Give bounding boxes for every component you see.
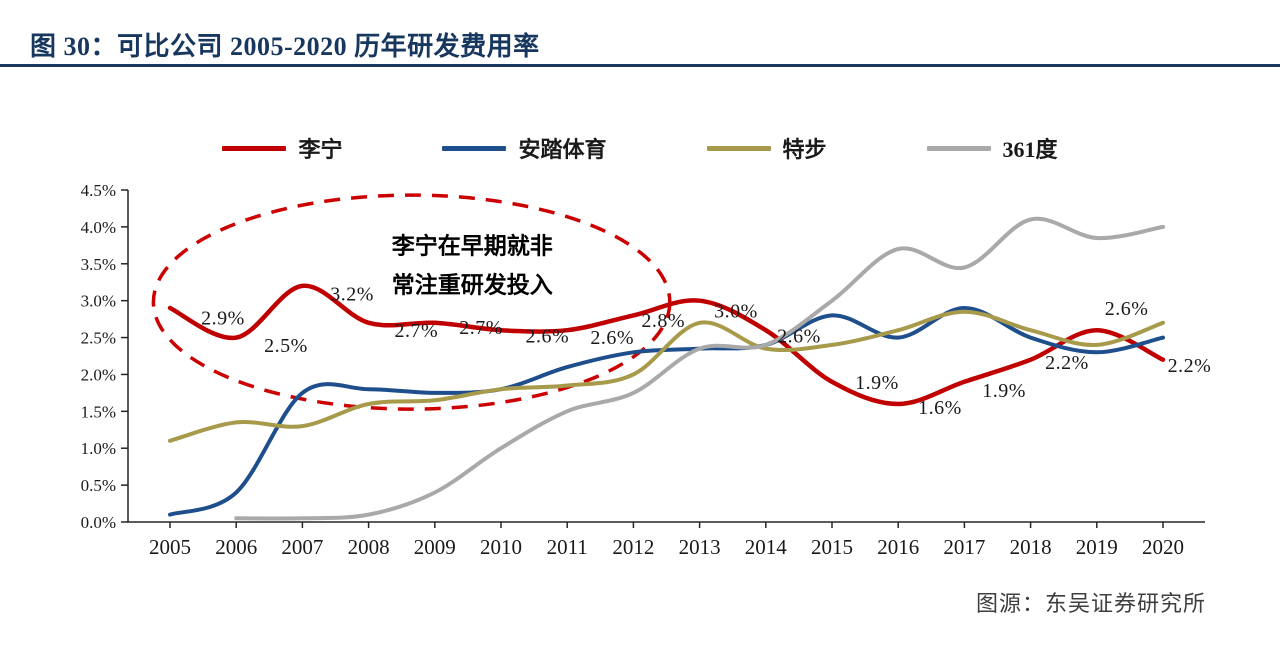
point-label: 2.9%: [201, 308, 245, 330]
point-label: 2.8%: [641, 310, 685, 332]
point-label: 3.2%: [330, 283, 374, 305]
x-tick-label: 2015: [811, 535, 853, 559]
point-label: 2.7%: [394, 320, 438, 342]
point-label: 2.6%: [590, 327, 634, 349]
point-label: 1.6%: [918, 397, 962, 419]
legend-label: 特步: [782, 137, 827, 162]
point-label: 3.0%: [714, 300, 758, 322]
y-tick-label: 1.5%: [81, 402, 116, 421]
y-tick-label: 4.0%: [81, 218, 116, 237]
chart-area: 0.0% 0.5% 1.0% 1.5% 2.0% 2.5% 3.0% 3.5% 4.0% 4.5%…: [0, 170, 1280, 580]
x-tick-label: 2005: [149, 535, 191, 559]
legend-swatch-icon: [706, 145, 771, 151]
y-tick-label: 4.5%: [81, 181, 116, 200]
x-tick-label: 2013: [679, 535, 721, 559]
legend-item: 特步: [706, 132, 827, 164]
x-tick-label: 2016: [877, 535, 919, 559]
y-tick-label: 0.5%: [81, 476, 116, 495]
point-label: 2.6%: [1105, 298, 1149, 320]
x-tick-label: 2019: [1076, 535, 1118, 559]
figure-title: 图 30：可比公司 2005-2020 历年研发费用率: [30, 32, 540, 61]
x-tick-label: 2006: [215, 535, 257, 559]
x-tick-label: 2011: [547, 535, 588, 559]
title-divider: [0, 64, 1280, 67]
point-label: 1.9%: [855, 372, 899, 394]
figure-header: 图 30：可比公司 2005-2020 历年研发费用率: [30, 26, 540, 63]
legend-item: 安踏体育: [442, 132, 607, 164]
point-label: 2.7%: [459, 317, 503, 339]
x-tick-label: 2020: [1142, 535, 1184, 559]
legend-swatch-icon: [222, 145, 287, 151]
x-tick-label: 2007: [281, 535, 323, 559]
y-tick-label: 1.0%: [81, 439, 116, 458]
legend-item: 李宁: [222, 132, 342, 164]
annotation-text: 常注重研发投入: [392, 271, 553, 297]
point-label: 2.5%: [264, 335, 308, 357]
legend-item: 361度: [926, 132, 1058, 164]
legend-label: 安踏体育: [518, 137, 607, 162]
x-tick-label: 2017: [943, 535, 985, 559]
point-label: 2.6%: [525, 325, 569, 347]
point-label: 2.2%: [1045, 352, 1089, 374]
y-tick-label: 3.0%: [81, 292, 116, 311]
chart-legend: 李宁 安踏体育 特步 361度: [0, 132, 1280, 164]
y-tick-label: 3.5%: [81, 255, 116, 274]
y-tick-label: 0.0%: [81, 513, 116, 532]
x-tick-label: 2018: [1010, 535, 1052, 559]
point-label: 2.6%: [777, 325, 821, 347]
annotation-ellipse: [151, 193, 672, 411]
legend-swatch-icon: [442, 145, 507, 151]
x-tick-label: 2010: [480, 535, 522, 559]
point-label: 2.2%: [1168, 355, 1212, 377]
x-tick-label: 2009: [414, 535, 456, 559]
legend-swatch-icon: [926, 145, 991, 151]
series-line-特步: [168, 309, 1165, 443]
source-credit: 图源：东吴证券研究所: [975, 591, 1206, 616]
point-label: 1.9%: [982, 380, 1026, 402]
legend-label: 李宁: [298, 137, 343, 162]
x-tick-label: 2012: [612, 535, 654, 559]
series-line-361度: [234, 216, 1165, 521]
chart-canvas: 0.0% 0.5% 1.0% 1.5% 2.0% 2.5% 3.0% 3.5% 4.0% 4.5%…: [81, 181, 1212, 559]
x-tick-label: 2008: [348, 535, 390, 559]
y-tick-label: 2.0%: [81, 365, 116, 384]
series-line-安踏体育: [168, 306, 1165, 517]
series-line-李宁: [167, 283, 1166, 407]
y-tick-label: 2.5%: [81, 329, 116, 348]
x-tick-label: 2014: [745, 535, 788, 559]
legend-label: 361度: [1002, 137, 1058, 162]
annotation-text: 李宁在早期就非: [392, 232, 553, 258]
